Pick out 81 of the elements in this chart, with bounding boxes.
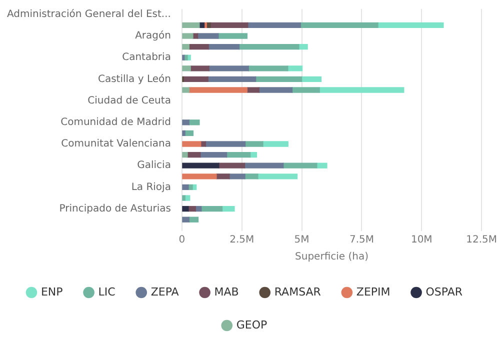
bar	[200, 152, 228, 158]
y-tick-label: Comunidad de Madrid	[60, 116, 171, 128]
bar	[182, 184, 189, 190]
bar	[218, 33, 248, 39]
y-tick-label: Administración General del Est...	[6, 8, 171, 20]
bar	[182, 44, 190, 50]
bar	[182, 120, 190, 126]
bar	[182, 22, 200, 28]
bar	[188, 44, 209, 50]
bar	[182, 206, 189, 212]
bar	[188, 87, 248, 93]
legend-label: ZEPIM	[356, 285, 390, 298]
legend-label: RAMSAR	[274, 285, 322, 298]
legend-label: MAB	[214, 285, 239, 298]
bar	[316, 162, 328, 168]
bar	[182, 216, 190, 222]
bar	[244, 141, 264, 147]
y-tick-label: Cantabria	[122, 52, 171, 64]
bar	[182, 195, 186, 201]
x-axis-title: Superficie (ha)	[295, 252, 369, 263]
x-tick-label: 5M	[294, 234, 310, 246]
bar	[188, 216, 199, 222]
bar	[208, 66, 249, 72]
y-tick-label: Principado de Asturias	[59, 203, 171, 214]
bar	[248, 66, 288, 72]
bar	[222, 206, 235, 212]
bar	[208, 44, 240, 50]
legend-label: LIC	[98, 285, 116, 298]
bar	[190, 66, 210, 72]
legend-label: ZEPA	[150, 285, 180, 298]
bar	[301, 76, 322, 82]
bar	[182, 141, 202, 147]
x-tick-label: 10M	[410, 234, 432, 246]
bar	[262, 141, 288, 147]
bar	[210, 22, 248, 28]
x-tick-label: 7.5M	[349, 234, 374, 246]
legend-label: GEOP	[236, 318, 268, 332]
bar	[208, 76, 256, 82]
y-tick-label: Aragón	[135, 30, 171, 42]
y-tick-label: Galicia	[137, 160, 171, 172]
x-tick-label: 12.5M	[466, 234, 498, 246]
bar	[238, 44, 300, 50]
y-tick-label: Comunitat Valenciana	[61, 138, 171, 150]
bar	[229, 174, 246, 180]
bar	[288, 66, 303, 72]
y-tick-label: Castilla y León	[98, 74, 171, 85]
bar	[197, 33, 219, 39]
bar	[182, 33, 194, 39]
y-tick-label: La Rioja	[131, 182, 171, 193]
bar	[255, 76, 302, 82]
bar	[182, 66, 191, 72]
legend-label: OSPAR	[426, 285, 463, 298]
bar	[300, 22, 378, 28]
legend-label: ENP	[40, 285, 64, 298]
bar	[182, 174, 217, 180]
bar	[378, 22, 444, 28]
bar	[283, 162, 318, 168]
bar	[292, 87, 320, 93]
bar	[182, 54, 185, 60]
bar	[218, 162, 246, 168]
bar	[183, 76, 208, 82]
bar	[188, 120, 200, 126]
bar	[182, 130, 186, 136]
bar	[258, 174, 298, 180]
bar	[205, 141, 246, 147]
bar	[184, 54, 188, 60]
bar	[244, 162, 284, 168]
bar	[226, 152, 251, 158]
bar	[246, 87, 260, 93]
bar	[182, 162, 220, 168]
x-tick-label: 2.5M	[230, 234, 254, 246]
bar	[248, 22, 301, 28]
bar	[200, 141, 206, 147]
bar	[201, 206, 223, 212]
bar	[244, 174, 258, 180]
bar	[182, 152, 188, 158]
y-tick-label: Ciudad de Ceuta	[88, 95, 171, 106]
bar	[182, 87, 190, 93]
bar	[258, 87, 293, 93]
bar	[319, 87, 404, 93]
x-tick-label: 0	[178, 234, 186, 246]
